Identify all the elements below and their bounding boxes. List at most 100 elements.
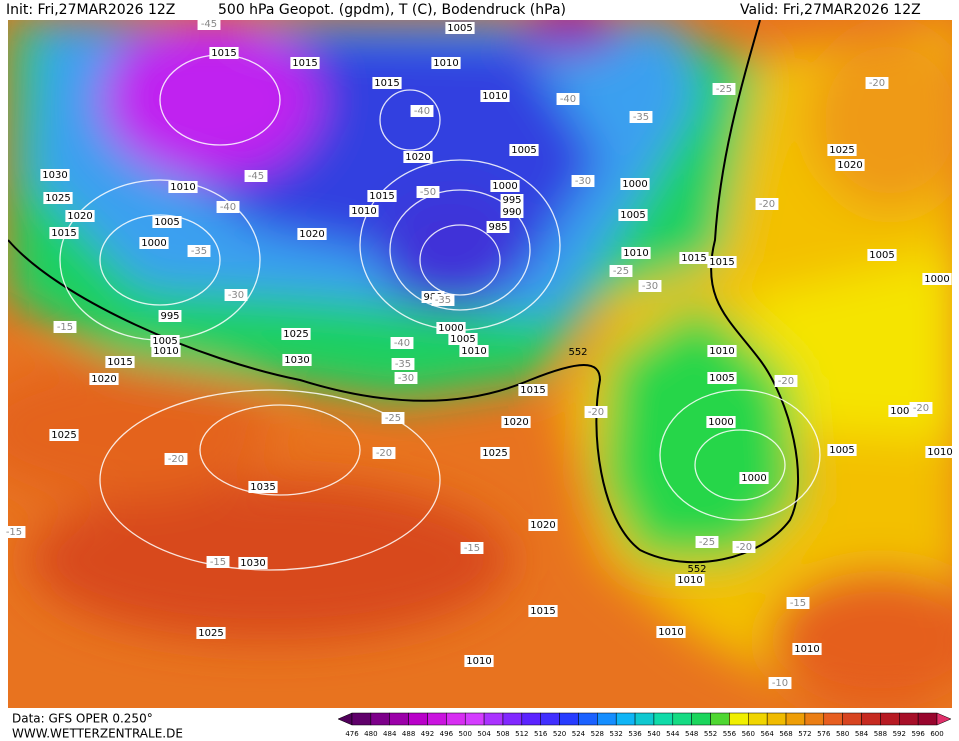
pressure-label: 985 [488, 222, 507, 233]
temperature-label: -50 [420, 187, 436, 198]
isobars [59, 54, 821, 571]
temperature-label: -35 [633, 112, 649, 123]
site-name: WWW.WETTERZENTRALE.DE [12, 727, 183, 741]
pressure-label: 1025 [829, 145, 854, 156]
temperature-label-box [460, 542, 484, 554]
colorbar-cell [861, 712, 881, 726]
temperature-label: -20 [168, 454, 184, 465]
map-labels: 1005 1015 1015 1010 1015 1010 1005 1020 1030 1010… [2, 18, 955, 689]
pressure-label-box [675, 574, 705, 586]
pressure-label: 1005 [890, 406, 915, 417]
pressure-label-box [431, 57, 461, 69]
pressure-label-box [40, 169, 70, 181]
temperature-label: -30 [575, 176, 591, 187]
pressure-label: 1000 [741, 473, 766, 484]
data-source: Data: GFS OPER 0.250° [12, 712, 153, 726]
colorbar-cell [766, 712, 787, 726]
colorbar-label: 480 [364, 730, 377, 738]
pressure-label-box [49, 227, 79, 239]
pressure-label-box [105, 356, 135, 368]
colorbar-label: 560 [742, 730, 755, 738]
temperature-label: -35 [395, 359, 411, 370]
pressure-label: 1010 [677, 575, 702, 586]
colorbar-label: 580 [836, 730, 849, 738]
temperature-label: -20 [778, 376, 794, 387]
valid-time: Valid: Fri,27MAR2026 12Z [740, 2, 921, 18]
temperature-label: -45 [248, 171, 264, 182]
colorbar-cell [729, 712, 749, 726]
pressure-label-box [372, 77, 402, 89]
colorbar-label: 556 [723, 730, 737, 738]
temperature-label-box [695, 536, 719, 548]
pressure-label: 1010 [658, 627, 683, 638]
pressure-label: 1030 [284, 355, 309, 366]
pressure-label-box [621, 247, 651, 259]
pressure-label: 1020 [503, 417, 528, 428]
pressure-label-box [49, 429, 79, 441]
temperature-label: -20 [376, 448, 392, 459]
pressure-label: 1015 [681, 253, 706, 264]
pressure-label-box [89, 373, 119, 385]
temperature-label-box [206, 556, 230, 568]
pressure-label: 995 [160, 311, 179, 322]
pressure-label: 1000 [924, 274, 949, 285]
pressure-label-box [739, 472, 769, 484]
pressure-label: 1005 [709, 373, 734, 384]
pressure-label: 1000 [438, 323, 463, 334]
pressure-label: 1015 [520, 385, 545, 396]
temperature-label-box [394, 372, 418, 384]
contour-552 [8, 20, 800, 564]
pressure-label-box [480, 90, 510, 102]
temperature-label-box [865, 77, 889, 89]
colorbar-label: 564 [760, 730, 774, 738]
colorbar-cell [578, 712, 598, 726]
colorbar-cell [917, 712, 938, 726]
pressure-label-box [248, 481, 278, 493]
temperature-label-box [774, 375, 798, 387]
temperature-label-box [197, 18, 221, 30]
pressure-label: 1010 [482, 91, 507, 102]
colorbar-label: 552 [704, 730, 717, 738]
colorbar-cell [502, 712, 523, 726]
colorbar: 476 480 484 488 492 496 500 504 508 512 516 520 524 5… [337, 712, 952, 738]
temperature-label: -30 [642, 281, 658, 292]
pressure-label-box [707, 372, 737, 384]
pressure-label: 1010 [623, 248, 648, 259]
pressure-label-box [297, 228, 327, 240]
temperature-label-box [187, 245, 211, 257]
map-field [8, 20, 952, 708]
pressure-label-box [158, 310, 182, 322]
pressure-label-box [509, 144, 539, 156]
pressure-label-box [679, 252, 709, 264]
pressure-label: 1025 [51, 430, 76, 441]
temperature-label: -25 [716, 84, 732, 95]
colorbar-cell [559, 712, 579, 726]
temperature-label-box [416, 186, 440, 198]
temperature-label: -15 [6, 527, 22, 538]
pressure-label-box [150, 335, 180, 347]
pressure-label-box [835, 159, 865, 171]
pressure-label-box [656, 626, 686, 638]
colorbar-cell [351, 712, 372, 726]
pressure-label: 1000 [141, 238, 166, 249]
pressure-label: 1005 [152, 336, 177, 347]
temperature-label-box [216, 201, 240, 213]
temperature-label-box [712, 83, 736, 95]
temperature-label: -25 [385, 413, 401, 424]
temperature-label-box [768, 677, 792, 689]
pressure-label: 1030 [240, 558, 265, 569]
colorbar-cell [389, 712, 409, 726]
pressure-label: 1020 [530, 520, 555, 531]
pressure-label: 1005 [829, 445, 854, 456]
temperature-label-box [53, 321, 77, 333]
colorbar-cell [408, 712, 428, 726]
pressure-label: 1025 [198, 628, 223, 639]
pressure-label-box [486, 221, 510, 233]
map-title: 500 hPa Geopot. (gpdm), T (C), Bodendruc… [218, 2, 566, 18]
pressure-label-box [448, 333, 478, 345]
colorbar-label: 484 [383, 730, 397, 738]
pressure-label-box [290, 57, 320, 69]
pressure-label: 1015 [51, 228, 76, 239]
colorbar-cell [653, 712, 674, 726]
